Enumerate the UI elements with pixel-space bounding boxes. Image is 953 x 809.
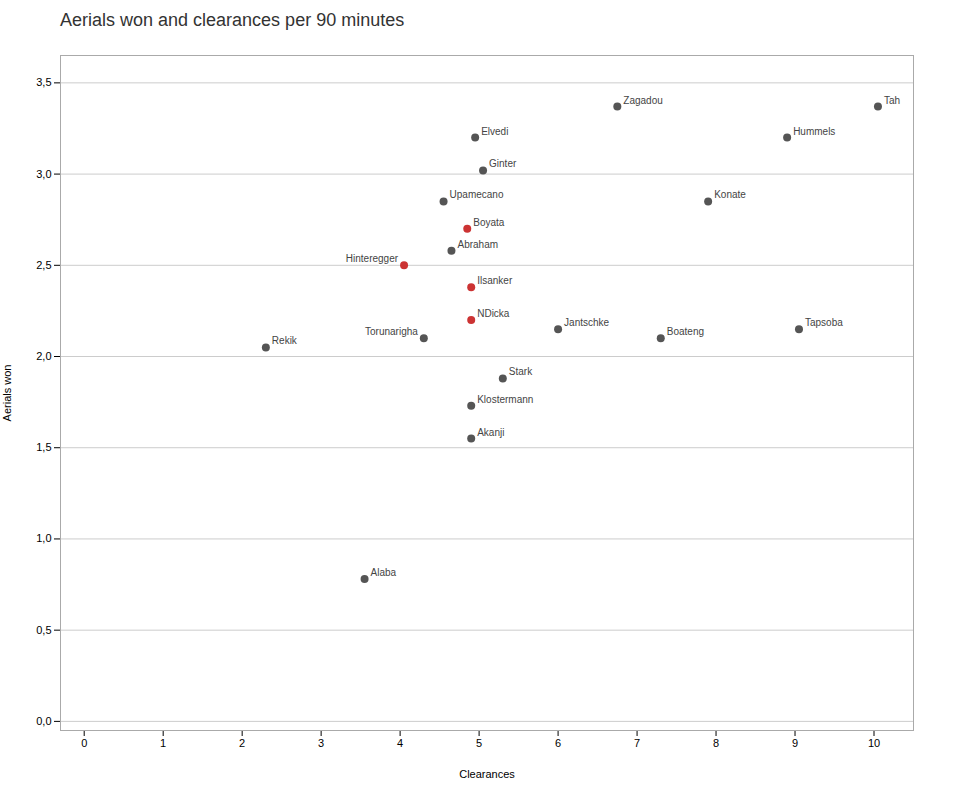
svg-text:7: 7 <box>634 737 640 749</box>
svg-text:9: 9 <box>792 737 798 749</box>
svg-text:Ilsanker: Ilsanker <box>477 275 513 286</box>
svg-text:Akanji: Akanji <box>477 427 504 438</box>
svg-text:Hummels: Hummels <box>793 126 835 137</box>
svg-text:Alaba: Alaba <box>371 567 397 578</box>
svg-text:Zagadou: Zagadou <box>623 95 662 106</box>
svg-text:2,5: 2,5 <box>36 259 51 271</box>
svg-text:Hinteregger: Hinteregger <box>346 253 399 264</box>
svg-text:5: 5 <box>476 737 482 749</box>
svg-text:6: 6 <box>555 737 561 749</box>
svg-text:2,0: 2,0 <box>36 350 51 362</box>
svg-text:Clearances: Clearances <box>459 768 515 780</box>
svg-text:Jantschke: Jantschke <box>564 317 609 328</box>
svg-text:Rekik: Rekik <box>272 335 298 346</box>
svg-text:3,0: 3,0 <box>36 168 51 180</box>
svg-text:4: 4 <box>397 737 403 749</box>
svg-text:0,5: 0,5 <box>36 624 51 636</box>
svg-text:Tapsoba: Tapsoba <box>805 317 843 328</box>
svg-text:3,5: 3,5 <box>36 76 51 88</box>
svg-text:Boyata: Boyata <box>473 217 505 228</box>
svg-text:Boateng: Boateng <box>667 326 704 337</box>
svg-text:10: 10 <box>868 737 880 749</box>
svg-text:1: 1 <box>160 737 166 749</box>
svg-text:0,0: 0,0 <box>36 715 51 727</box>
svg-text:2: 2 <box>239 737 245 749</box>
svg-text:1,0: 1,0 <box>36 532 51 544</box>
svg-text:3: 3 <box>318 737 324 749</box>
svg-text:Ginter: Ginter <box>489 158 517 169</box>
svg-text:Stark: Stark <box>509 366 533 377</box>
svg-text:Klostermann: Klostermann <box>477 394 533 405</box>
svg-text:Aerials won: Aerials won <box>1 365 13 422</box>
svg-text:Torunarigha: Torunarigha <box>365 326 418 337</box>
svg-text:Konate: Konate <box>714 189 746 200</box>
svg-text:Elvedi: Elvedi <box>481 126 508 137</box>
svg-text:8: 8 <box>713 737 719 749</box>
html-text:Aerials won and clearances per: Aerials won and clearances per 90 minute… <box>60 10 405 30</box>
svg-text:0: 0 <box>81 737 87 749</box>
svg-text:Tah: Tah <box>884 95 900 106</box>
svg-text:NDicka: NDicka <box>477 308 510 319</box>
svg-text:Abraham: Abraham <box>457 239 498 250</box>
svg-text:Upamecano: Upamecano <box>450 189 504 200</box>
svg-text:1,5: 1,5 <box>36 441 51 453</box>
